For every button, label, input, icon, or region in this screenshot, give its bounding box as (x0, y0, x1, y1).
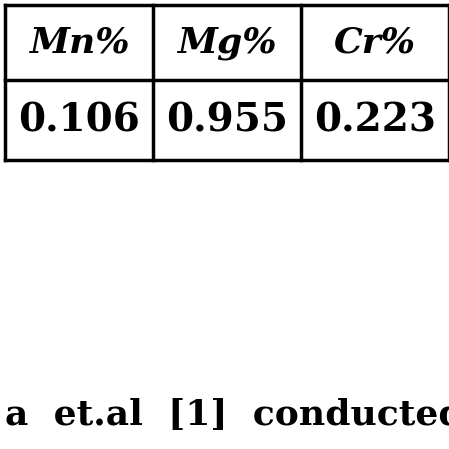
Text: 0.223: 0.223 (314, 101, 436, 139)
Text: Mn%: Mn% (29, 26, 129, 60)
Text: Mg%: Mg% (177, 26, 277, 60)
Text: a  et.al  [1]  conducted  exper: a et.al [1] conducted exper (5, 398, 449, 432)
Text: 0.955: 0.955 (166, 101, 288, 139)
Text: Cr%: Cr% (334, 26, 416, 60)
Text: 0.106: 0.106 (18, 101, 140, 139)
